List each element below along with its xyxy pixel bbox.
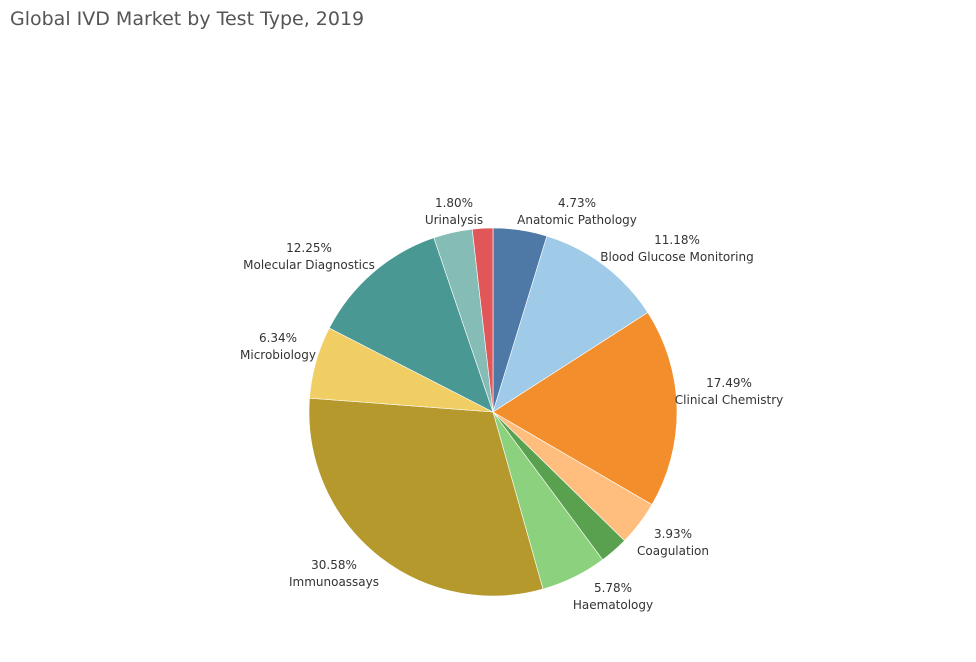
slice-percent-anatomic-pathology: 4.73% bbox=[558, 196, 596, 210]
chart-title: Global IVD Market by Test Type, 2019 bbox=[10, 8, 365, 30]
slice-label-coagulation: Coagulation bbox=[637, 544, 709, 558]
pie-labels: 4.73% Anatomic Pathology 11.18% Blood Gluco… bbox=[240, 196, 783, 612]
slice-label-microbiology: Microbiology bbox=[240, 348, 316, 362]
slice-label-urinalysis: Urinalysis bbox=[425, 213, 483, 227]
slice-percent-coagulation: 3.93% bbox=[654, 527, 692, 541]
slice-percent-molecular-diagnostics: 12.25% bbox=[286, 241, 332, 255]
pie-slice-immunoassays bbox=[308, 397, 544, 597]
slice-label-anatomic-pathology: Anatomic Pathology bbox=[517, 213, 637, 227]
slice-percent-clinical-chemistry: 17.49% bbox=[706, 376, 752, 390]
slice-label-clinical-chemistry: Clinical Chemistry bbox=[675, 393, 783, 407]
slice-label-haematology: Haematology bbox=[573, 598, 653, 612]
pie-slice-blood-glucose-monitoring bbox=[492, 235, 649, 413]
pie-slice-clinical-chemistry bbox=[492, 312, 678, 506]
slice-label-blood-glucose-monitoring: Blood Glucose Monitoring bbox=[600, 250, 753, 264]
slice-percent-microbiology: 6.34% bbox=[259, 331, 297, 345]
slice-percent-urinalysis: 1.80% bbox=[435, 196, 473, 210]
slice-percent-haematology: 5.78% bbox=[594, 581, 632, 595]
slice-label-immunoassays: Immunoassays bbox=[289, 575, 379, 589]
slice-percent-blood-glucose-monitoring: 11.18% bbox=[654, 233, 700, 247]
slice-label-molecular-diagnostics: Molecular Diagnostics bbox=[243, 258, 375, 272]
pie-slice-urinalysis bbox=[471, 227, 494, 413]
pie-slice-molecular-diagnostics bbox=[328, 237, 494, 413]
slice-percent-immunoassays: 30.58% bbox=[311, 558, 357, 572]
pie-slices bbox=[308, 227, 678, 597]
